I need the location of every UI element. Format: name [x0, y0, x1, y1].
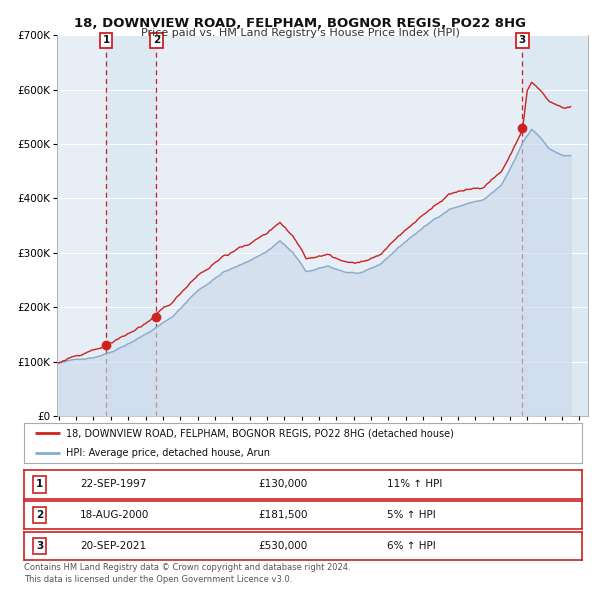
Text: 2: 2	[36, 510, 43, 520]
Text: 20-SEP-2021: 20-SEP-2021	[80, 541, 146, 550]
Text: £530,000: £530,000	[259, 541, 308, 550]
Bar	[106, 35, 157, 416]
Text: HPI: Average price, detached house, Arun: HPI: Average price, detached house, Arun	[66, 448, 270, 458]
Text: 18, DOWNVIEW ROAD, FELPHAM, BOGNOR REGIS, PO22 8HG: 18, DOWNVIEW ROAD, FELPHAM, BOGNOR REGIS…	[74, 17, 526, 30]
Text: 22-SEP-1997: 22-SEP-1997	[80, 480, 146, 489]
Text: 3: 3	[519, 35, 526, 45]
Text: £130,000: £130,000	[259, 480, 308, 489]
Bar	[523, 35, 588, 416]
Text: 18-AUG-2000: 18-AUG-2000	[80, 510, 149, 520]
Text: 2: 2	[153, 35, 160, 45]
Text: Contains HM Land Registry data © Crown copyright and database right 2024.
This d: Contains HM Land Registry data © Crown c…	[24, 563, 350, 584]
Text: £181,500: £181,500	[259, 510, 308, 520]
Text: 6% ↑ HPI: 6% ↑ HPI	[387, 541, 436, 550]
Text: 11% ↑ HPI: 11% ↑ HPI	[387, 480, 442, 489]
Text: 5% ↑ HPI: 5% ↑ HPI	[387, 510, 436, 520]
Text: 1: 1	[103, 35, 110, 45]
Text: 18, DOWNVIEW ROAD, FELPHAM, BOGNOR REGIS, PO22 8HG (detached house): 18, DOWNVIEW ROAD, FELPHAM, BOGNOR REGIS…	[66, 428, 454, 438]
Text: 1: 1	[36, 480, 43, 489]
Text: Price paid vs. HM Land Registry's House Price Index (HPI): Price paid vs. HM Land Registry's House …	[140, 28, 460, 38]
Text: 3: 3	[36, 541, 43, 550]
